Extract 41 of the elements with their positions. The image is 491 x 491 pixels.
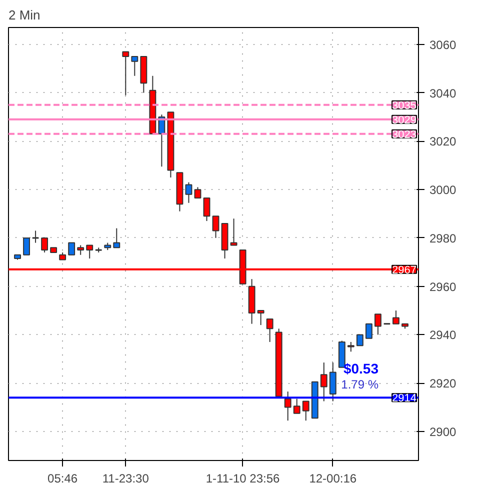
candlestick [77,244,84,256]
candlestick [86,244,94,260]
x-tick-label: 1-11-10 23:56 [206,472,280,486]
y-tick-label: 3040 [430,86,457,100]
candlestick [365,323,372,339]
candlestick [347,341,354,352]
annotation: $0.53 [343,360,379,376]
y-tick-label: 2920 [430,376,457,391]
candlestick [68,242,76,256]
annotation: 1.79 % [341,378,379,392]
x-tick-label: 11-23:30 [102,472,150,486]
candlestick [23,237,30,256]
candlestick [113,228,120,248]
y-tick-label: 3020 [430,134,457,149]
candlestick [356,334,364,346]
candlestick [122,51,130,96]
y-tick-label: 2900 [430,424,457,439]
candlestick [374,314,382,336]
y-tick-label: 2940 [430,328,457,342]
candlestick [131,56,138,76]
candlestick [329,362,336,402]
candlestick [203,198,210,222]
y-tick-label: 3000 [430,183,457,198]
candlestick [293,398,300,414]
chart-title: 2 Min [8,8,40,22]
candlestick [194,186,202,199]
candlestick [302,400,310,422]
candlestick [284,391,292,422]
candlestick [266,318,274,342]
candlestick [185,182,192,204]
candlestick [212,216,220,238]
x-tick-label: 12-00:16 [309,472,357,486]
candlestick [32,230,40,244]
y-tick-label: 2980 [430,231,457,246]
y-tick-label: 3060 [430,38,457,52]
candlestick [392,310,400,324]
y-tick-label: 2960 [430,280,457,294]
x-tick-label: 05:46 [48,472,78,486]
candlestick [257,310,264,326]
candlestick [41,237,48,253]
candlestick [320,362,328,402]
